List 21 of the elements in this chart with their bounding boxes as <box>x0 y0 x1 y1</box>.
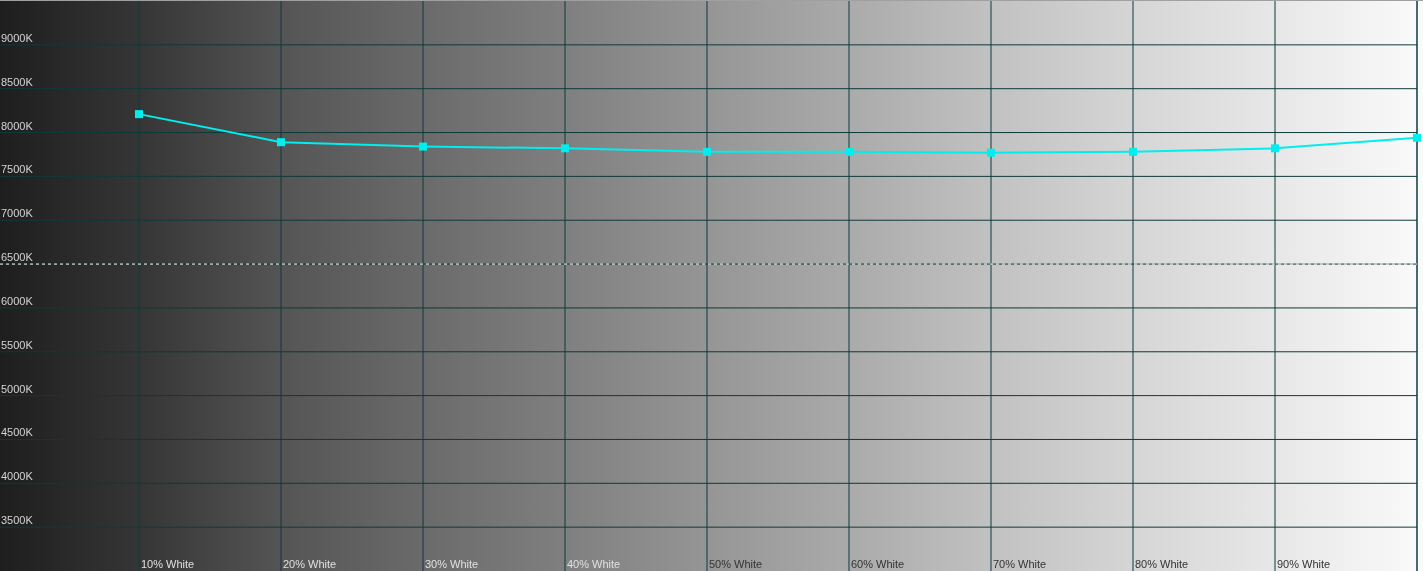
x-tick-label: 10% White <box>141 558 195 570</box>
y-tick-label: 6500K <box>1 251 34 264</box>
y-tick-label: 7500K <box>1 163 34 176</box>
x-tick-label: 60% White <box>851 558 905 570</box>
y-tick-label: 8500K <box>1 75 34 88</box>
x-tick-label: 50% White <box>709 558 763 570</box>
x-tick-label: 30% White <box>425 558 479 570</box>
x-tick-label: 80% White <box>1135 558 1189 570</box>
x-tick-label: 40% White <box>567 558 621 570</box>
x-tick-label: 90% White <box>1277 558 1331 570</box>
x-tick-label: 20% White <box>283 558 337 570</box>
y-tick-label: 9000K <box>1 31 34 44</box>
y-tick-label: 4500K <box>1 426 34 439</box>
y-tick-label: 3500K <box>1 514 34 527</box>
x-tick-label: 70% White <box>993 558 1047 570</box>
y-tick-label: 5000K <box>1 382 34 395</box>
y-tick-label: 6000K <box>1 294 34 307</box>
y-tick-label: 7000K <box>1 207 34 220</box>
y-tick-label: 8000K <box>1 119 34 132</box>
y-tick-label: 5500K <box>1 338 34 351</box>
y-tick-label: 4000K <box>1 470 34 483</box>
